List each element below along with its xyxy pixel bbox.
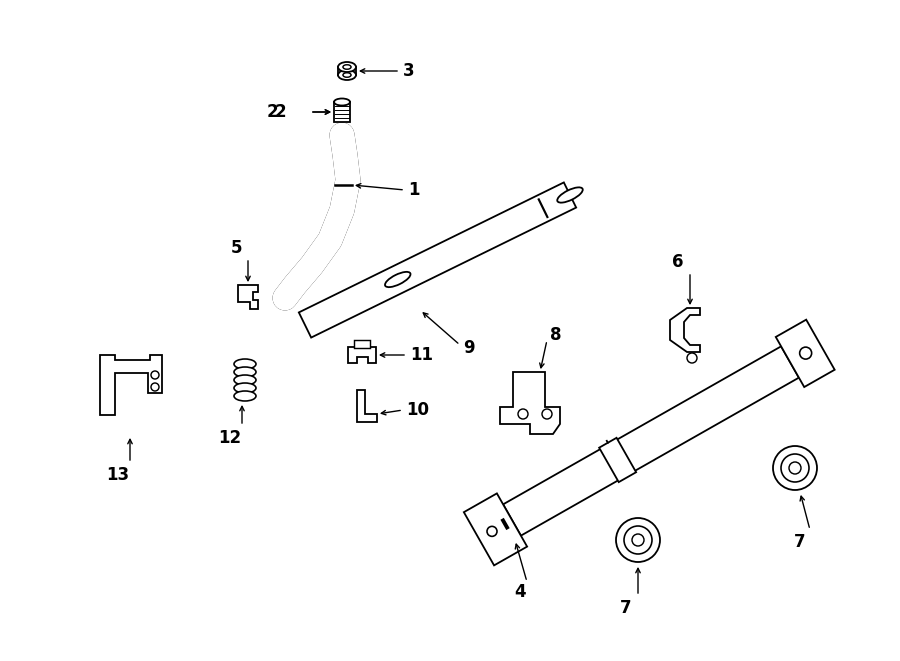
Text: 8: 8 — [550, 326, 562, 344]
Text: 11: 11 — [410, 346, 433, 364]
Circle shape — [687, 353, 697, 363]
Polygon shape — [299, 182, 576, 338]
Ellipse shape — [234, 383, 256, 393]
Text: 5: 5 — [231, 239, 243, 257]
Polygon shape — [670, 308, 700, 352]
Text: 3: 3 — [403, 62, 415, 80]
Polygon shape — [599, 438, 636, 482]
Text: 7: 7 — [620, 599, 632, 617]
Ellipse shape — [343, 73, 351, 77]
Ellipse shape — [234, 359, 256, 369]
Text: 2: 2 — [266, 103, 278, 121]
Ellipse shape — [334, 98, 350, 106]
Ellipse shape — [557, 187, 583, 203]
Polygon shape — [500, 372, 560, 434]
Text: 13: 13 — [106, 466, 130, 484]
Polygon shape — [238, 285, 258, 309]
Text: 2: 2 — [274, 103, 286, 121]
Circle shape — [799, 347, 812, 359]
Text: 7: 7 — [794, 533, 806, 551]
Polygon shape — [503, 346, 799, 535]
Text: 4: 4 — [514, 583, 526, 601]
Ellipse shape — [343, 65, 351, 69]
Text: 6: 6 — [672, 253, 684, 271]
Ellipse shape — [338, 62, 356, 72]
Circle shape — [151, 383, 159, 391]
Circle shape — [151, 371, 159, 379]
Polygon shape — [357, 390, 377, 422]
Polygon shape — [348, 347, 376, 363]
Ellipse shape — [773, 446, 817, 490]
Circle shape — [518, 409, 528, 419]
Circle shape — [487, 526, 497, 536]
Ellipse shape — [234, 367, 256, 377]
Circle shape — [542, 409, 552, 419]
Ellipse shape — [234, 375, 256, 385]
Ellipse shape — [385, 272, 410, 287]
Bar — [354, 340, 370, 348]
Polygon shape — [464, 493, 527, 565]
Text: 9: 9 — [463, 339, 474, 357]
Polygon shape — [776, 320, 834, 387]
Text: 12: 12 — [219, 429, 241, 447]
Polygon shape — [100, 355, 162, 415]
Ellipse shape — [338, 70, 356, 80]
Bar — [334, 102, 350, 122]
Text: 1: 1 — [408, 181, 419, 199]
Text: 10: 10 — [406, 401, 429, 419]
Ellipse shape — [616, 518, 660, 562]
Ellipse shape — [234, 391, 256, 401]
